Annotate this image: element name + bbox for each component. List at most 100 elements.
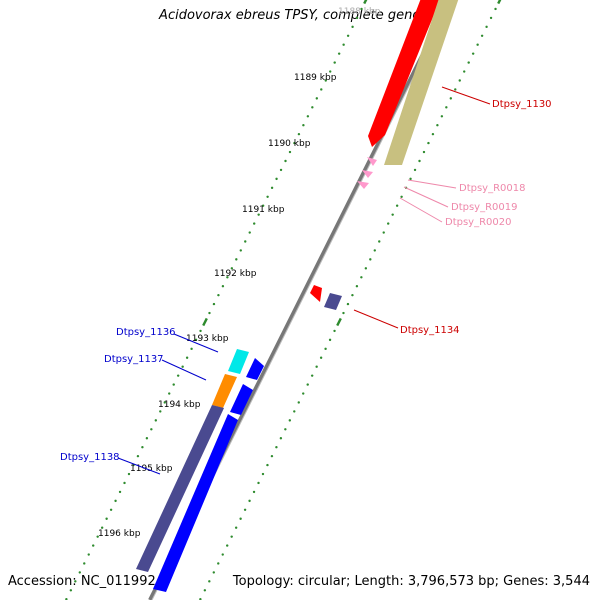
tick-left-minor xyxy=(253,222,256,225)
gene-label-dtpsy-1137[interactable]: Dtpsy_1137 xyxy=(104,354,164,365)
tick-left-minor xyxy=(136,454,140,458)
tick-left-minor xyxy=(261,204,265,207)
tick-right-minor xyxy=(471,52,475,55)
gene-label-dtpsy-r0020[interactable]: Dtpsy_R0020 xyxy=(445,217,512,228)
gene-label-dtpsy-1134[interactable]: Dtpsy_1134 xyxy=(400,325,460,336)
tick-right-minor xyxy=(391,213,394,216)
gene-label-dtpsy-1136[interactable]: Dtpsy_1136 xyxy=(116,327,176,338)
tick-left-minor xyxy=(302,124,305,127)
tick-right-minor xyxy=(319,356,323,359)
tick-left-minor xyxy=(176,374,180,377)
tick-left-minor xyxy=(346,34,350,37)
gene-feature-dtpsy-1130[interactable] xyxy=(368,0,448,147)
tick-left-minor xyxy=(141,446,144,449)
tick-right-minor xyxy=(427,141,430,145)
tick-right-minor xyxy=(449,97,453,100)
tick-right-minor xyxy=(467,61,470,64)
tick-left-minor xyxy=(266,195,269,198)
gene-label-group: Dtpsy_1130 Dtpsy_R0018 Dtpsy_R0019 Dtpsy… xyxy=(60,99,552,463)
tick-left-minor xyxy=(284,159,287,163)
tick-left-minor xyxy=(342,43,345,46)
tick-left-minor xyxy=(311,106,314,109)
tick-left-minor xyxy=(92,544,95,547)
tick-left-major xyxy=(363,0,368,5)
tick-right-minor xyxy=(436,124,439,127)
tick-left-minor xyxy=(315,97,319,100)
accession-label: Accession: NC_011992 xyxy=(8,574,156,589)
tick-right-minor xyxy=(346,302,350,306)
gene-feature-dtpsy-1138[interactable] xyxy=(136,405,224,572)
gene-feature-dtpsy-r0020[interactable] xyxy=(357,181,369,189)
tick-right-minor xyxy=(369,258,372,261)
gene-feature-blue-medium[interactable] xyxy=(230,384,253,415)
tick-right-minor xyxy=(395,204,399,207)
gene-feature-tan[interactable] xyxy=(384,0,465,165)
tick-right-minor xyxy=(288,419,292,422)
gene-feature-dtpsy-1136[interactable] xyxy=(228,349,249,374)
gene-label-dtpsy-r0018[interactable]: Dtpsy_R0018 xyxy=(459,183,526,194)
tick-left-minor xyxy=(199,329,202,333)
gene-feature-dtpsy-1137[interactable] xyxy=(212,374,237,408)
tick-left-minor xyxy=(279,168,283,172)
gene-feature-dtpsy-r0018[interactable] xyxy=(367,157,377,166)
kbp-label: 1195 kbp xyxy=(130,464,173,474)
tick-left-minor xyxy=(105,517,108,520)
tick-right-minor xyxy=(217,562,220,565)
tick-right-minor xyxy=(458,79,461,82)
tick-left-minor xyxy=(118,490,122,494)
tick-left-minor xyxy=(145,437,149,440)
tick-right-minor xyxy=(266,463,269,467)
kbp-label: 1196 kbp xyxy=(98,529,141,539)
tick-left-minor xyxy=(127,472,131,476)
tick-left-minor xyxy=(78,571,81,574)
tick-left-minor xyxy=(212,302,216,306)
tick-left-minor xyxy=(163,401,166,404)
tick-right-minor xyxy=(333,329,336,333)
tick-left-minor xyxy=(235,258,238,261)
tick-left-minor xyxy=(288,150,292,154)
tick-left-minor xyxy=(360,7,363,11)
gene-feature-dtpsy-1134[interactable] xyxy=(324,293,342,310)
tick-right-minor xyxy=(275,446,278,449)
tick-left-minor xyxy=(333,61,336,64)
tick-left-minor xyxy=(293,141,296,145)
tick-right-minor xyxy=(270,454,274,458)
kbp-label: 1191 kbp xyxy=(242,205,285,215)
kbp-label: 1194 kbp xyxy=(158,400,201,410)
tick-left-minor xyxy=(69,589,73,592)
tick-right-minor xyxy=(342,311,345,315)
tick-right-major xyxy=(497,0,502,5)
tick-track-left xyxy=(65,0,368,600)
tick-right-minor xyxy=(378,240,381,243)
gene-feature-blue-small[interactable] xyxy=(246,358,264,380)
kbp-label: 1188 kbp xyxy=(338,7,381,17)
tick-right-minor xyxy=(364,267,368,270)
gene-feature-blue-long[interactable] xyxy=(153,414,238,592)
tick-right-minor xyxy=(360,276,363,279)
tick-left-minor xyxy=(208,311,211,315)
tick-right-minor xyxy=(315,365,318,368)
tick-right-minor xyxy=(418,159,421,163)
kbp-label: 1190 kbp xyxy=(268,139,311,149)
tick-left-minor xyxy=(181,365,184,368)
tick-left-minor xyxy=(248,231,251,234)
gene-feature-dtpsy-1134-red[interactable] xyxy=(310,285,322,302)
gene-label-dtpsy-1138[interactable]: Dtpsy_1138 xyxy=(60,452,120,463)
tick-right-minor xyxy=(221,553,224,556)
tick-left-minor xyxy=(329,70,332,73)
gene-label-dtpsy-1130[interactable]: Dtpsy_1130 xyxy=(492,99,552,110)
tick-left-minor xyxy=(83,562,86,565)
tick-right-minor xyxy=(489,16,493,20)
tick-right-minor xyxy=(431,132,435,136)
tick-right-minor xyxy=(413,168,417,172)
tick-right-minor xyxy=(445,106,448,109)
gene-label-dtpsy-r0019[interactable]: Dtpsy_R0019 xyxy=(451,202,518,213)
gene-feature-dtpsy-r0019[interactable] xyxy=(362,170,373,178)
tick-left-minor xyxy=(355,16,359,20)
tick-right-minor xyxy=(208,580,211,583)
tick-right-minor xyxy=(261,472,265,476)
tick-left-minor xyxy=(275,177,278,181)
tick-left-minor xyxy=(257,213,260,216)
tick-right-minor xyxy=(351,293,354,297)
